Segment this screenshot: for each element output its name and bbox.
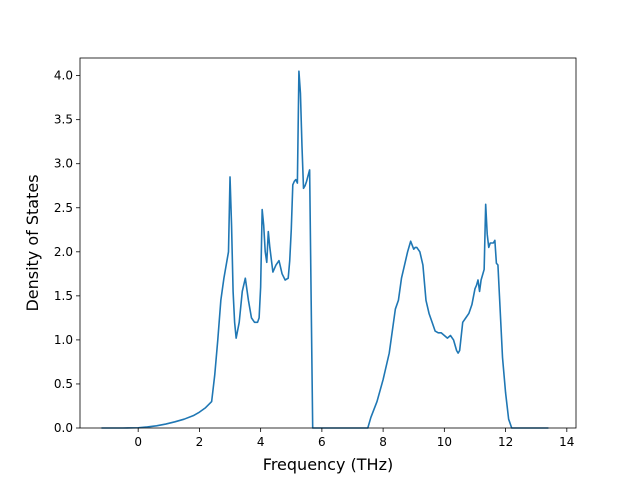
y-axis: 0.0 0.5 1.0 1.5 2.0 2.5 3.0 3.5 4.0 [54,69,80,435]
x-tick-label: 0 [134,435,142,449]
y-tick-label: 3.0 [54,157,73,171]
x-tick-label: 14 [559,435,574,449]
dos-series-line [101,70,549,429]
x-tick-label: 2 [196,435,204,449]
y-tick-label: 0.0 [54,421,73,435]
y-tick-label: 1.0 [54,333,73,347]
x-axis-label: Frequency (THz) [263,455,393,474]
y-tick-label: 2.0 [54,245,73,259]
x-tick-label: 8 [379,435,387,449]
x-tick-label: 10 [437,435,452,449]
x-tick-label: 6 [318,435,326,449]
y-tick-label: 0.5 [54,377,73,391]
y-tick-label: 2.5 [54,201,73,215]
y-tick-label: 3.5 [54,113,73,127]
x-tick-label: 12 [498,435,513,449]
y-tick-label: 1.5 [54,289,73,303]
plot-area [101,70,549,429]
axes-frame [79,57,577,429]
y-tick-label: 4.0 [54,69,73,83]
y-axis-label: Density of States [23,174,42,311]
x-tick-label: 4 [257,435,265,449]
x-axis: 0 2 4 6 8 10 12 14 [134,428,574,449]
